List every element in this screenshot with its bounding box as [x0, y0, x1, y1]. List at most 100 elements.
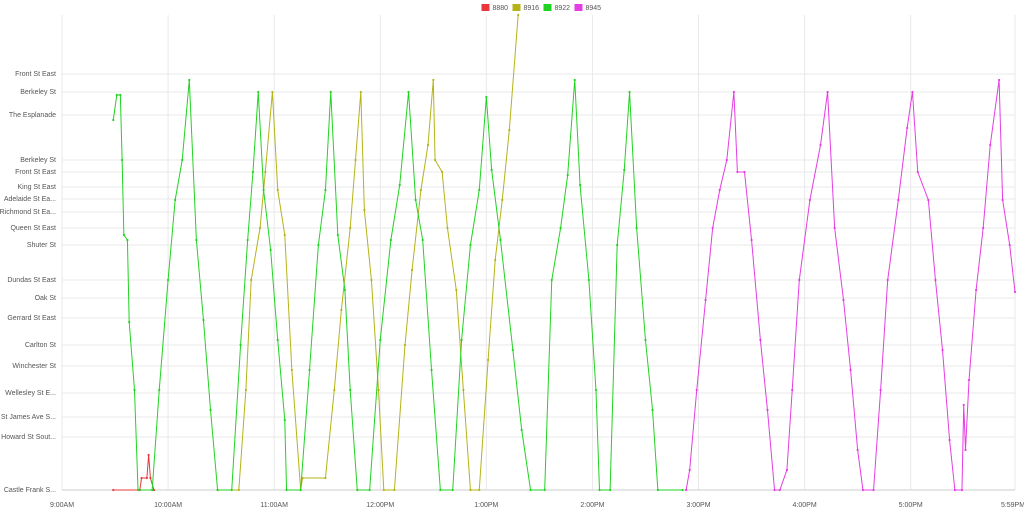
point	[455, 288, 458, 292]
point	[948, 438, 951, 442]
y-tick-label: Oak St	[35, 295, 56, 302]
point	[250, 278, 253, 282]
point	[439, 488, 442, 492]
point	[982, 226, 985, 230]
point	[594, 388, 598, 392]
x-tick-label: 3:00PM	[686, 502, 710, 509]
point	[833, 226, 836, 230]
point	[623, 168, 626, 172]
point	[842, 298, 845, 302]
point	[960, 488, 964, 492]
point	[122, 233, 125, 237]
point	[283, 233, 286, 237]
y-tick-label: The Esplanade	[9, 112, 56, 119]
point	[499, 238, 502, 242]
point	[494, 258, 497, 262]
point	[128, 320, 131, 324]
plot-area	[62, 15, 1015, 490]
point	[195, 238, 198, 242]
point	[145, 476, 148, 480]
point	[336, 233, 339, 237]
point	[299, 488, 302, 492]
point	[276, 338, 279, 342]
point	[257, 90, 260, 94]
point	[635, 226, 638, 230]
point	[953, 488, 956, 492]
point	[566, 173, 569, 177]
point	[379, 338, 382, 342]
legend-swatch	[481, 4, 490, 11]
point	[414, 198, 417, 202]
point	[964, 448, 967, 452]
point	[511, 348, 514, 352]
point	[359, 90, 362, 94]
point	[685, 488, 688, 492]
point	[112, 488, 115, 492]
point	[324, 476, 327, 480]
point	[732, 90, 735, 94]
point	[520, 428, 523, 432]
point	[112, 118, 115, 122]
y-tick-label: Castle Frank S...	[4, 487, 56, 494]
legend-label: 8916	[524, 5, 540, 12]
point	[382, 488, 385, 492]
point	[897, 198, 900, 202]
point	[446, 226, 449, 230]
point	[121, 158, 124, 162]
point	[559, 226, 562, 230]
point	[258, 226, 262, 230]
point	[430, 368, 433, 372]
point	[136, 488, 140, 492]
point	[997, 78, 1001, 82]
point	[340, 308, 343, 312]
point	[421, 238, 424, 242]
point	[750, 238, 753, 242]
point	[432, 78, 435, 82]
point	[269, 248, 272, 252]
point	[906, 126, 909, 130]
point	[478, 188, 481, 192]
point	[861, 488, 865, 492]
point	[529, 488, 532, 492]
point	[271, 90, 274, 94]
point	[478, 488, 481, 492]
point	[485, 95, 488, 99]
point	[759, 338, 762, 342]
point	[181, 158, 184, 162]
point	[573, 78, 576, 82]
point	[133, 388, 136, 392]
point	[290, 368, 293, 372]
y-tick-label: Richmond St Ea...	[0, 209, 56, 216]
point	[389, 238, 392, 242]
point	[962, 403, 965, 407]
point	[460, 338, 463, 342]
x-tick-label: 5:00PM	[899, 502, 923, 509]
point	[656, 488, 659, 492]
x-tick-label: 4:00PM	[793, 502, 817, 509]
point	[393, 488, 396, 492]
point	[230, 488, 233, 492]
point	[598, 488, 601, 492]
point	[354, 158, 357, 162]
point	[578, 183, 582, 187]
point	[766, 408, 769, 412]
y-tick-label: King St East	[17, 184, 56, 191]
series-line	[217, 14, 519, 491]
point	[216, 488, 219, 492]
point	[276, 188, 279, 192]
legend-label: 8880	[493, 5, 509, 12]
point	[151, 488, 154, 492]
point	[237, 488, 240, 492]
y-tick-label: St James Ave S...	[1, 414, 56, 421]
y-tick-label: Front St East	[15, 71, 56, 78]
point	[1001, 198, 1004, 202]
point	[849, 368, 852, 372]
point	[791, 388, 794, 392]
point	[490, 168, 493, 172]
point	[149, 476, 152, 480]
y-tick-label: Carlton St	[25, 342, 56, 349]
point	[349, 226, 352, 230]
point	[736, 170, 739, 174]
point	[550, 278, 553, 282]
